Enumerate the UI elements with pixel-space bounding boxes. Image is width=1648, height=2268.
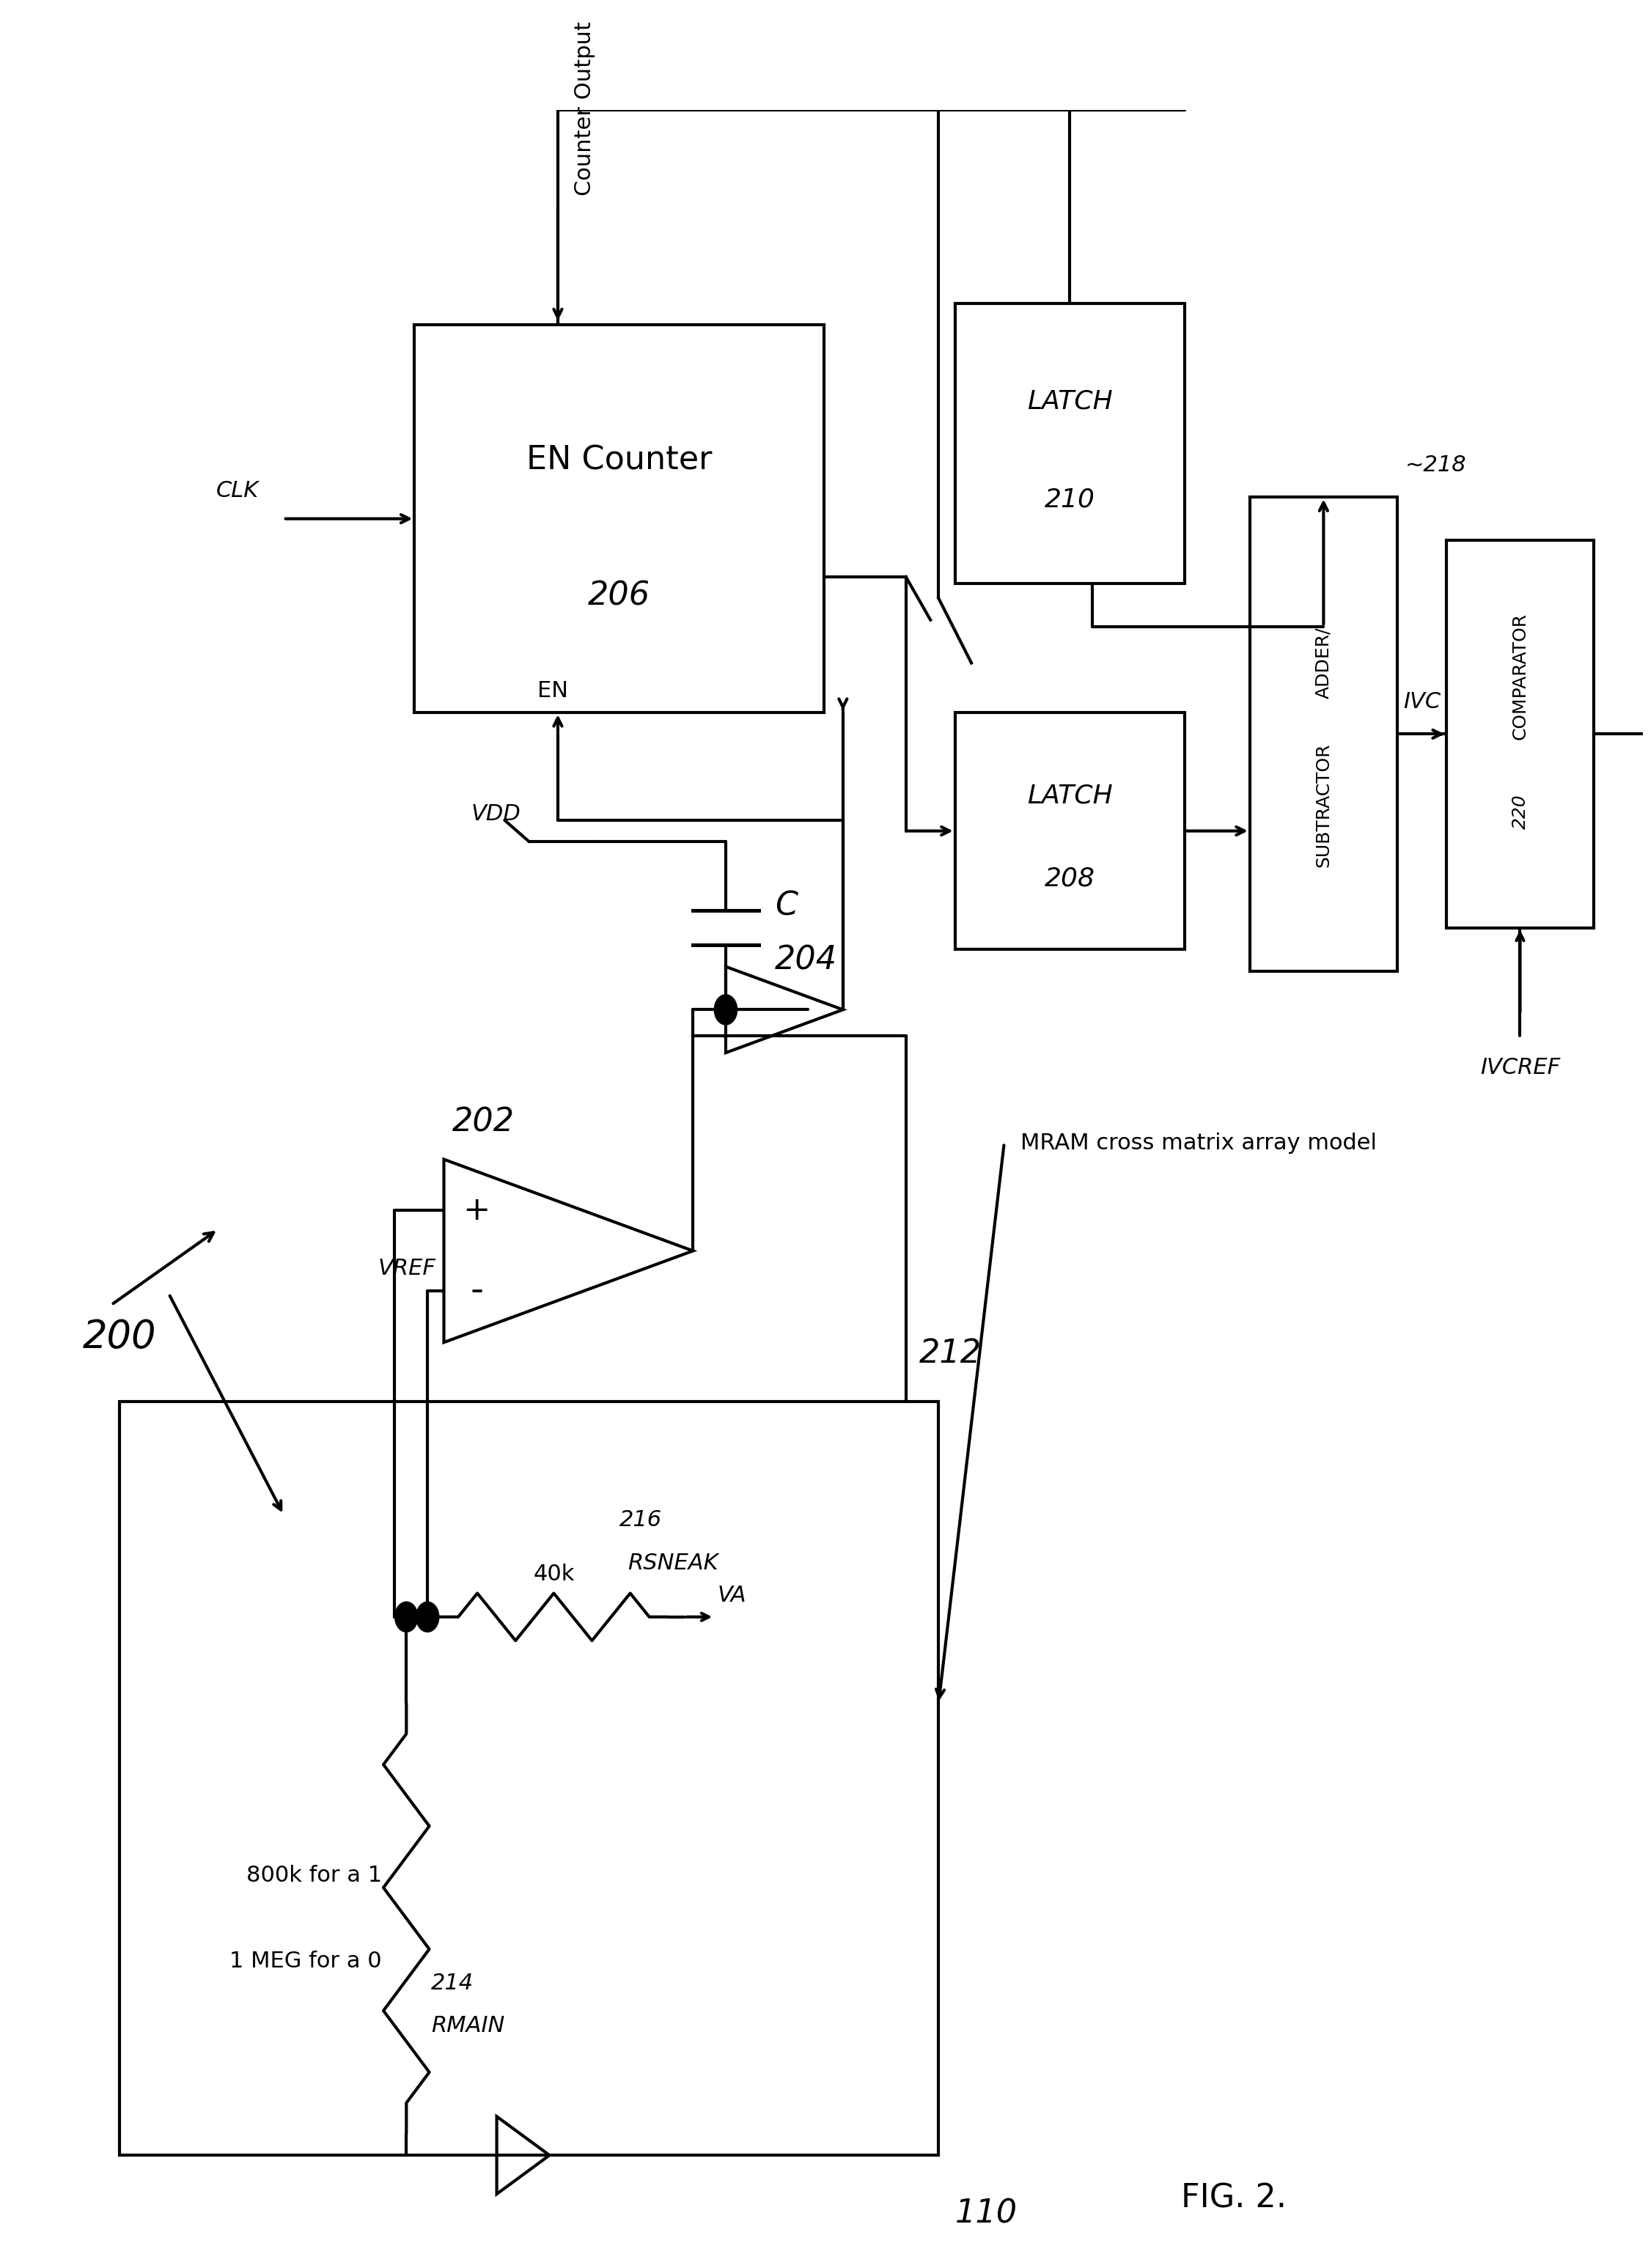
Text: 110: 110: [956, 2198, 1017, 2229]
Text: LATCH: LATCH: [1027, 388, 1112, 413]
Text: VDD: VDD: [471, 803, 521, 826]
Text: +: +: [463, 1195, 491, 1227]
Text: 202: 202: [452, 1107, 514, 1139]
Text: EN: EN: [537, 680, 569, 701]
Text: 204: 204: [775, 943, 837, 975]
Circle shape: [415, 1601, 438, 1633]
Text: 216: 216: [620, 1510, 662, 1531]
Text: 800k for a 1: 800k for a 1: [246, 1864, 382, 1887]
Text: 206: 206: [588, 581, 651, 612]
Text: ~218: ~218: [1406, 454, 1467, 476]
Text: IVCREF: IVCREF: [1480, 1057, 1561, 1077]
Text: 220: 220: [1511, 794, 1529, 830]
Bar: [415, 324, 824, 712]
Text: RMAIN: RMAIN: [430, 2016, 504, 2037]
Text: 212: 212: [920, 1338, 982, 1370]
Circle shape: [396, 1601, 419, 1633]
Bar: [956, 304, 1185, 583]
Bar: [1447, 540, 1594, 928]
Text: 40k: 40k: [532, 1563, 575, 1585]
Text: VA: VA: [717, 1585, 747, 1606]
Circle shape: [714, 996, 737, 1025]
Text: C: C: [775, 891, 798, 923]
Text: EN Counter: EN Counter: [526, 445, 712, 476]
Text: 210: 210: [1045, 488, 1094, 513]
Bar: [1249, 497, 1398, 971]
Text: CLK: CLK: [216, 481, 259, 501]
Text: -: -: [470, 1275, 483, 1309]
Bar: [956, 712, 1185, 950]
Text: RSNEAK: RSNEAK: [628, 1551, 719, 1574]
Text: ADDER/: ADDER/: [1315, 628, 1332, 699]
Text: 200: 200: [82, 1318, 157, 1356]
Text: 214: 214: [430, 1973, 473, 1994]
Text: 1 MEG for a 0: 1 MEG for a 0: [229, 1950, 382, 1973]
Text: 208: 208: [1045, 866, 1094, 891]
Text: FIG. 2.: FIG. 2.: [1180, 2182, 1285, 2214]
Text: SUBTRACTOR: SUBTRACTOR: [1315, 744, 1332, 866]
Text: IVC: IVC: [1402, 692, 1440, 712]
Bar: [120, 1402, 939, 2155]
Text: COMPARATOR: COMPARATOR: [1511, 612, 1529, 739]
Text: VREF: VREF: [377, 1259, 435, 1279]
Text: MRAM cross matrix array model: MRAM cross matrix array model: [1020, 1132, 1376, 1154]
Text: LATCH: LATCH: [1027, 782, 1112, 807]
Text: Counter Output: Counter Output: [574, 20, 595, 195]
